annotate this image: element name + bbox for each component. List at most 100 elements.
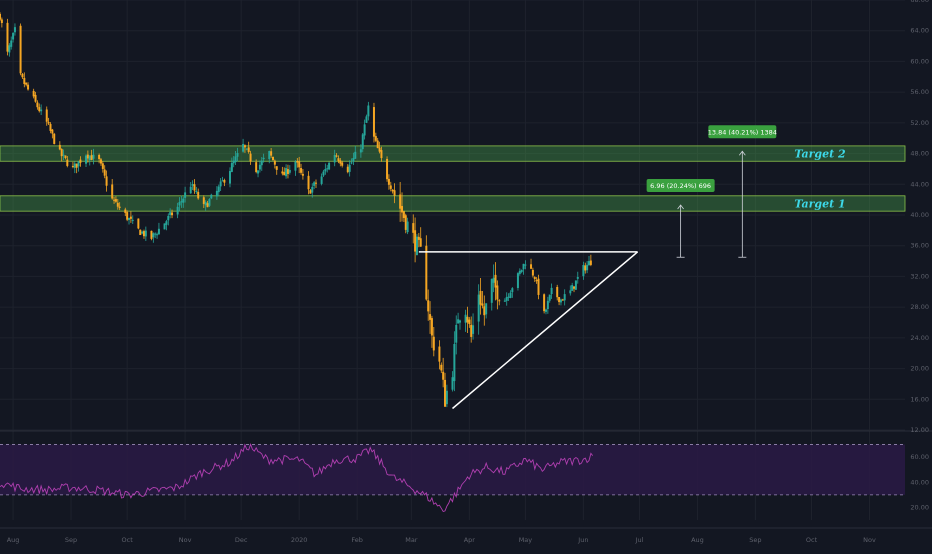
candle-body — [298, 161, 301, 168]
candle-body — [328, 162, 331, 170]
time-tick-label: Nov — [863, 536, 876, 544]
candle-body — [21, 73, 24, 78]
candle-body — [558, 297, 561, 303]
candle-body — [262, 157, 265, 160]
candle-body — [243, 145, 246, 148]
measured-moves: 6.96 (20.24%) 696 13.84 (40.21%) 1384 — [646, 125, 777, 258]
candle-body — [361, 134, 364, 150]
candle-body — [586, 264, 589, 271]
candle-body — [101, 163, 104, 169]
candle-body — [193, 184, 196, 191]
candle-body — [182, 198, 185, 203]
candle-body — [376, 140, 379, 149]
candle-body — [114, 199, 117, 202]
candle-body — [573, 286, 576, 289]
candle-body — [34, 94, 37, 102]
price-tick-label: 16.00 — [910, 395, 929, 403]
price-tick-label: 12.00 — [910, 426, 929, 434]
candle-body — [219, 181, 222, 187]
candle-body — [582, 264, 585, 277]
candle-body — [453, 344, 456, 382]
candle-body — [195, 191, 198, 193]
candle-body — [232, 160, 235, 164]
candle-body — [399, 194, 402, 209]
candle-body — [533, 277, 536, 279]
candle-body — [404, 215, 407, 230]
candle-body — [288, 169, 291, 173]
candle-body — [442, 371, 445, 380]
candle-body — [217, 186, 220, 193]
candle-body — [163, 223, 166, 230]
price-tick-label: 64.00 — [910, 27, 929, 35]
candle-body — [111, 184, 114, 199]
candle-body — [157, 228, 160, 235]
price-axis[interactable]: 68.00 64.00 60.00 56.00 52.00 48.00 44.00 40.00… — [910, 0, 929, 434]
candle-body — [103, 169, 106, 176]
candle-body — [359, 149, 362, 153]
candle-body — [348, 164, 351, 172]
measure-badge — [708, 125, 777, 139]
candle-body — [51, 129, 54, 134]
candle-body — [378, 147, 381, 152]
candle-body — [339, 160, 342, 164]
candle-body — [574, 280, 577, 290]
candle-body — [372, 107, 375, 137]
rsi-tick-label: 20.00 — [910, 503, 929, 511]
candle-body — [99, 159, 102, 164]
candle-body — [156, 234, 159, 236]
price-tick-label: 56.00 — [910, 88, 929, 96]
candle-body — [167, 215, 170, 221]
candle-body — [73, 163, 76, 168]
measure-label: 6.96 (20.24%) 696 — [650, 182, 711, 190]
candle-body — [180, 201, 183, 203]
candle-body — [208, 199, 211, 206]
candle-body — [64, 155, 67, 158]
candle-body — [268, 151, 271, 159]
candle-body — [391, 189, 394, 192]
candle-body — [496, 285, 499, 300]
triangle-support-line[interactable] — [452, 251, 639, 410]
candle-body — [281, 171, 284, 174]
price-tick-label: 68.00 — [910, 0, 929, 4]
candle-body — [23, 77, 26, 84]
candle-body — [47, 122, 50, 124]
measure-arrow-icon — [677, 204, 684, 210]
price-tick-label: 52.00 — [910, 119, 929, 127]
candle-body — [445, 390, 448, 405]
candle-body — [341, 162, 344, 166]
candlestick-series — [0, 12, 592, 408]
candle-body — [309, 190, 312, 194]
candle-body — [285, 168, 288, 177]
candle-body — [270, 151, 273, 156]
measure-badge — [646, 179, 715, 193]
candle-body — [438, 346, 441, 362]
candle-body — [457, 319, 460, 324]
candle-body — [118, 206, 121, 208]
candle-body — [85, 155, 88, 164]
price-tick-label: 28.00 — [910, 303, 929, 311]
candle-body — [468, 319, 471, 325]
candle-body — [451, 377, 454, 390]
candle-body — [548, 294, 551, 301]
candle-body — [66, 159, 69, 166]
candle-body — [242, 143, 245, 152]
candle-body — [479, 290, 482, 305]
candle-body — [509, 292, 512, 298]
candle-body — [228, 171, 231, 184]
candle-body — [137, 218, 140, 229]
time-axis[interactable]: Aug Sep Oct Nov Dec 2020 Feb Mar Apr May Jun Jul Aug… — [7, 536, 876, 544]
candle-body — [75, 163, 78, 168]
candle-body — [352, 158, 355, 162]
candle-body — [260, 160, 263, 166]
candle-body — [10, 40, 13, 47]
rsi-tick-label: 60.00 — [910, 453, 929, 461]
candle-body — [247, 147, 250, 153]
candle-body — [49, 124, 52, 131]
candle-body — [296, 160, 299, 163]
candle-body — [415, 236, 418, 255]
target-label: Target 2 — [794, 148, 846, 161]
price-tick-label: 60.00 — [910, 57, 929, 65]
candle-body — [294, 161, 297, 171]
